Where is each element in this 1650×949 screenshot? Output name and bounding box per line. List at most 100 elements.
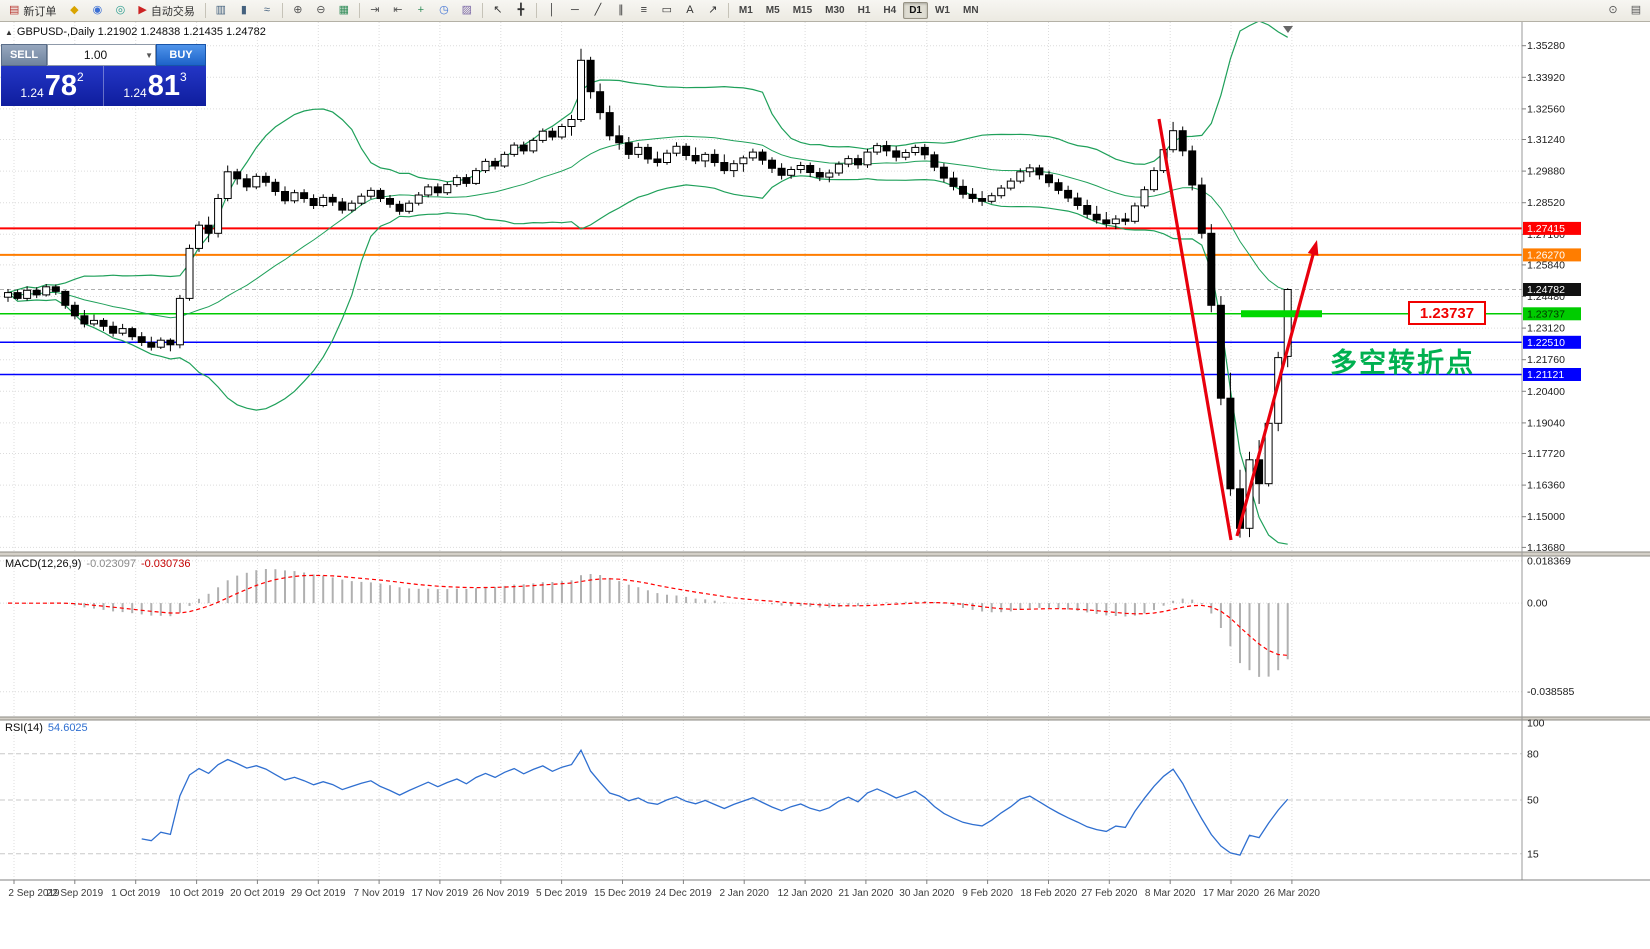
volume-input[interactable] [48,47,144,63]
rsi-label: RSI(14) 54.6025 [5,722,88,734]
chart-canvas[interactable]: 1.35280 1.33920 1.32560 1.31240 1.29880 1.285… [0,22,1650,949]
zoom-in-icon-button[interactable]: ⊕ [287,1,309,21]
periods-icon-button[interactable]: ◷ [433,1,455,21]
svg-text:2 Sep 2019: 2 Sep 2019 [8,888,60,899]
svg-text:9 Feb 2020: 9 Feb 2020 [962,888,1013,899]
toolbar-separator [281,3,283,18]
main-toolbar: ▤ 新订单 ◆ ◉ ◎ ▶ 自动交易 ▥ ▮ ≈ ⊕ ⊖ ▦ ⇥ ⇤ + ◷ ▨ ↖ ╋ │ ─ ╱ ∥ ≡ ▭ A ↗ M1 M5 M15… [0,0,1650,22]
svg-text:1.24782: 1.24782 [1527,284,1565,296]
buy-price-display[interactable]: 1.24 81 3 [104,66,206,106]
svg-text:1.16360: 1.16360 [1527,480,1565,492]
cursor-icon-button[interactable]: ↖ [487,1,509,21]
autotrade-label: 自动交易 [150,5,195,18]
expand-panel-icon[interactable]: ▲ [5,27,13,37]
data-window-icon-button[interactable]: ▤ [1625,1,1647,21]
autotrade-button[interactable]: ▶ 自动交易 [132,1,200,21]
new-order-label: 新订单 [23,5,57,18]
svg-text:22 Sep 2019: 22 Sep 2019 [46,888,103,899]
svg-text:1.28520: 1.28520 [1527,197,1565,209]
timeframe-W1[interactable]: W1 [934,5,950,16]
arrow-objects-icon-button[interactable]: ↗ [702,1,724,21]
metaeditor-icon-button[interactable]: ◆ [63,1,85,21]
fibonacci-icon: ≡ [640,4,648,16]
timeframe-M15[interactable]: M15 [792,5,813,16]
svg-text:1.21760: 1.21760 [1527,354,1565,366]
uptrend-arrowhead-icon [1307,240,1319,256]
svg-text:18 Feb 2020: 18 Feb 2020 [1020,888,1077,899]
tile-windows-icon: ▦ [338,4,350,16]
equidistant-channel-icon-button[interactable]: ∥ [610,1,632,21]
volume-dropdown-icon[interactable]: ▼ [145,50,153,60]
svg-text:50: 50 [1527,795,1539,807]
fibonacci-icon-button[interactable]: ≡ [633,1,655,21]
volume-field[interactable]: ▼ [47,44,156,66]
vertical-line-icon-button[interactable]: │ [541,1,563,21]
uptrend-arrow-line[interactable] [1235,251,1316,537]
autotrade-icon: ▶ [138,4,147,16]
trendline-icon-button[interactable]: ╱ [587,1,609,21]
sell-price-display[interactable]: 1.24 78 2 [1,66,104,106]
sell-button[interactable]: SELL [1,44,47,66]
symbol-ohlc-text: GBPUSD-,Daily 1.21902 1.24838 1.21435 1.… [16,26,266,38]
timeframe-M30[interactable]: M30 [825,5,845,16]
crosshair-icon: ╋ [517,4,525,16]
bar-chart-icon-button[interactable]: ▥ [210,1,232,21]
timeframe-M1[interactable]: M1 [738,5,753,16]
svg-text:15: 15 [1527,848,1539,860]
text-label-icon-button[interactable]: A [679,1,701,21]
svg-text:1.25840: 1.25840 [1527,259,1565,271]
svg-text:17 Nov 2019: 17 Nov 2019 [412,888,469,899]
svg-text:1.33920: 1.33920 [1527,72,1565,84]
line-chart-icon: ≈ [263,4,270,16]
zoom-out-icon: ⊖ [316,4,326,16]
templates-icon-button[interactable]: ▨ [456,1,478,21]
one-click-trading-panel: SELL ▼ BUY 1.24 78 2 1.24 81 3 [1,44,206,106]
chart-shift-icon: ⇤ [393,4,403,16]
buy-price-main: 1.24 [123,86,147,100]
timeframe-H1[interactable]: H1 [857,5,871,16]
toolbar-separator [204,3,206,18]
svg-text:1.15000: 1.15000 [1527,511,1565,523]
buy-button[interactable]: BUY [156,44,206,66]
chart-annotations[interactable] [1157,26,1322,541]
timeframe-H4[interactable]: H4 [883,5,897,16]
new-chart-icon-button[interactable]: + [410,1,432,21]
timeframe-D1[interactable]: D1 [903,2,928,19]
price-axis: 1.35280 1.33920 1.32560 1.31240 1.29880 1.285… [1522,40,1581,860]
svg-text:10 Oct 2019: 10 Oct 2019 [169,888,224,899]
chart-shift-icon-button[interactable]: ⇤ [387,1,409,21]
horizontal-line-icon-button[interactable]: ─ [564,1,586,21]
svg-text:1.35280: 1.35280 [1527,40,1565,52]
tile-windows-icon-button[interactable]: ▦ [333,1,355,21]
grid [0,22,1522,880]
svg-text:1.17720: 1.17720 [1527,448,1565,460]
price-callout-box[interactable]: 1.23737 [1408,301,1486,325]
auto-scroll-icon-button[interactable]: ⇥ [364,1,386,21]
search-icon-button[interactable]: ⊙ [1602,1,1624,21]
timeframe-MN[interactable]: MN [962,5,979,16]
crosshair-icon-button[interactable]: ╋ [510,1,532,21]
new-order-button[interactable]: ▤ 新订单 [3,1,62,21]
data-window-icon: ▤ [1630,4,1642,16]
turning-point-note: 多空转折点 [1330,348,1475,378]
svg-text:1.23120: 1.23120 [1527,323,1565,335]
panel-frames [0,22,1650,881]
vertical-line-icon: │ [548,4,556,16]
line-chart-icon-button[interactable]: ≈ [256,1,278,21]
candlestick-chart-icon-button[interactable]: ▮ [233,1,255,21]
downtrend-line[interactable] [1157,118,1233,541]
horizontal-levels [0,227,1522,376]
toolbar-separator [535,3,537,18]
svg-text:5 Dec 2019: 5 Dec 2019 [536,888,588,899]
zoom-out-icon-button[interactable]: ⊖ [310,1,332,21]
macd-name: MACD(12,26,9) [5,558,82,570]
profiles-icon-button[interactable]: ◉ [86,1,108,21]
svg-text:80: 80 [1527,748,1539,760]
svg-text:17 Mar 2020: 17 Mar 2020 [1203,888,1260,899]
svg-text:100: 100 [1527,718,1545,730]
svg-text:1.27415: 1.27415 [1527,223,1565,235]
market-watch-icon-button[interactable]: ◎ [109,1,131,21]
timeframe-M5[interactable]: M5 [765,5,780,16]
shapes-icon-button[interactable]: ▭ [656,1,678,21]
rsi-name: RSI(14) [5,722,43,734]
